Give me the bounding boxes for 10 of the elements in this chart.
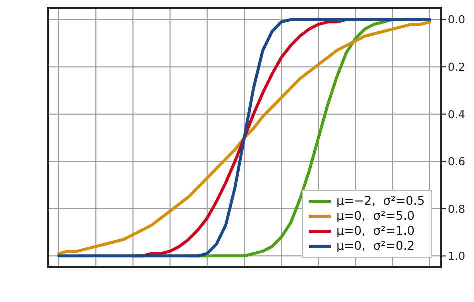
y-tick-label: 0.8 [448,202,466,216]
y-tick-label: 0.4 [448,108,466,122]
legend-label: μ=0, σ²=5.0 [336,209,415,224]
legend-label: μ=−2, σ²=0.5 [336,194,425,209]
legend-label: μ=0, σ²=1.0 [336,224,415,239]
y-tick-label: 0.0 [448,14,466,27]
y-tick-label: 0.2 [448,60,466,74]
legend-label: μ=0, σ²=0.2 [336,239,415,254]
y-tick-label: 0.6 [448,156,466,169]
y-tick-label: 1.0 [448,250,466,264]
